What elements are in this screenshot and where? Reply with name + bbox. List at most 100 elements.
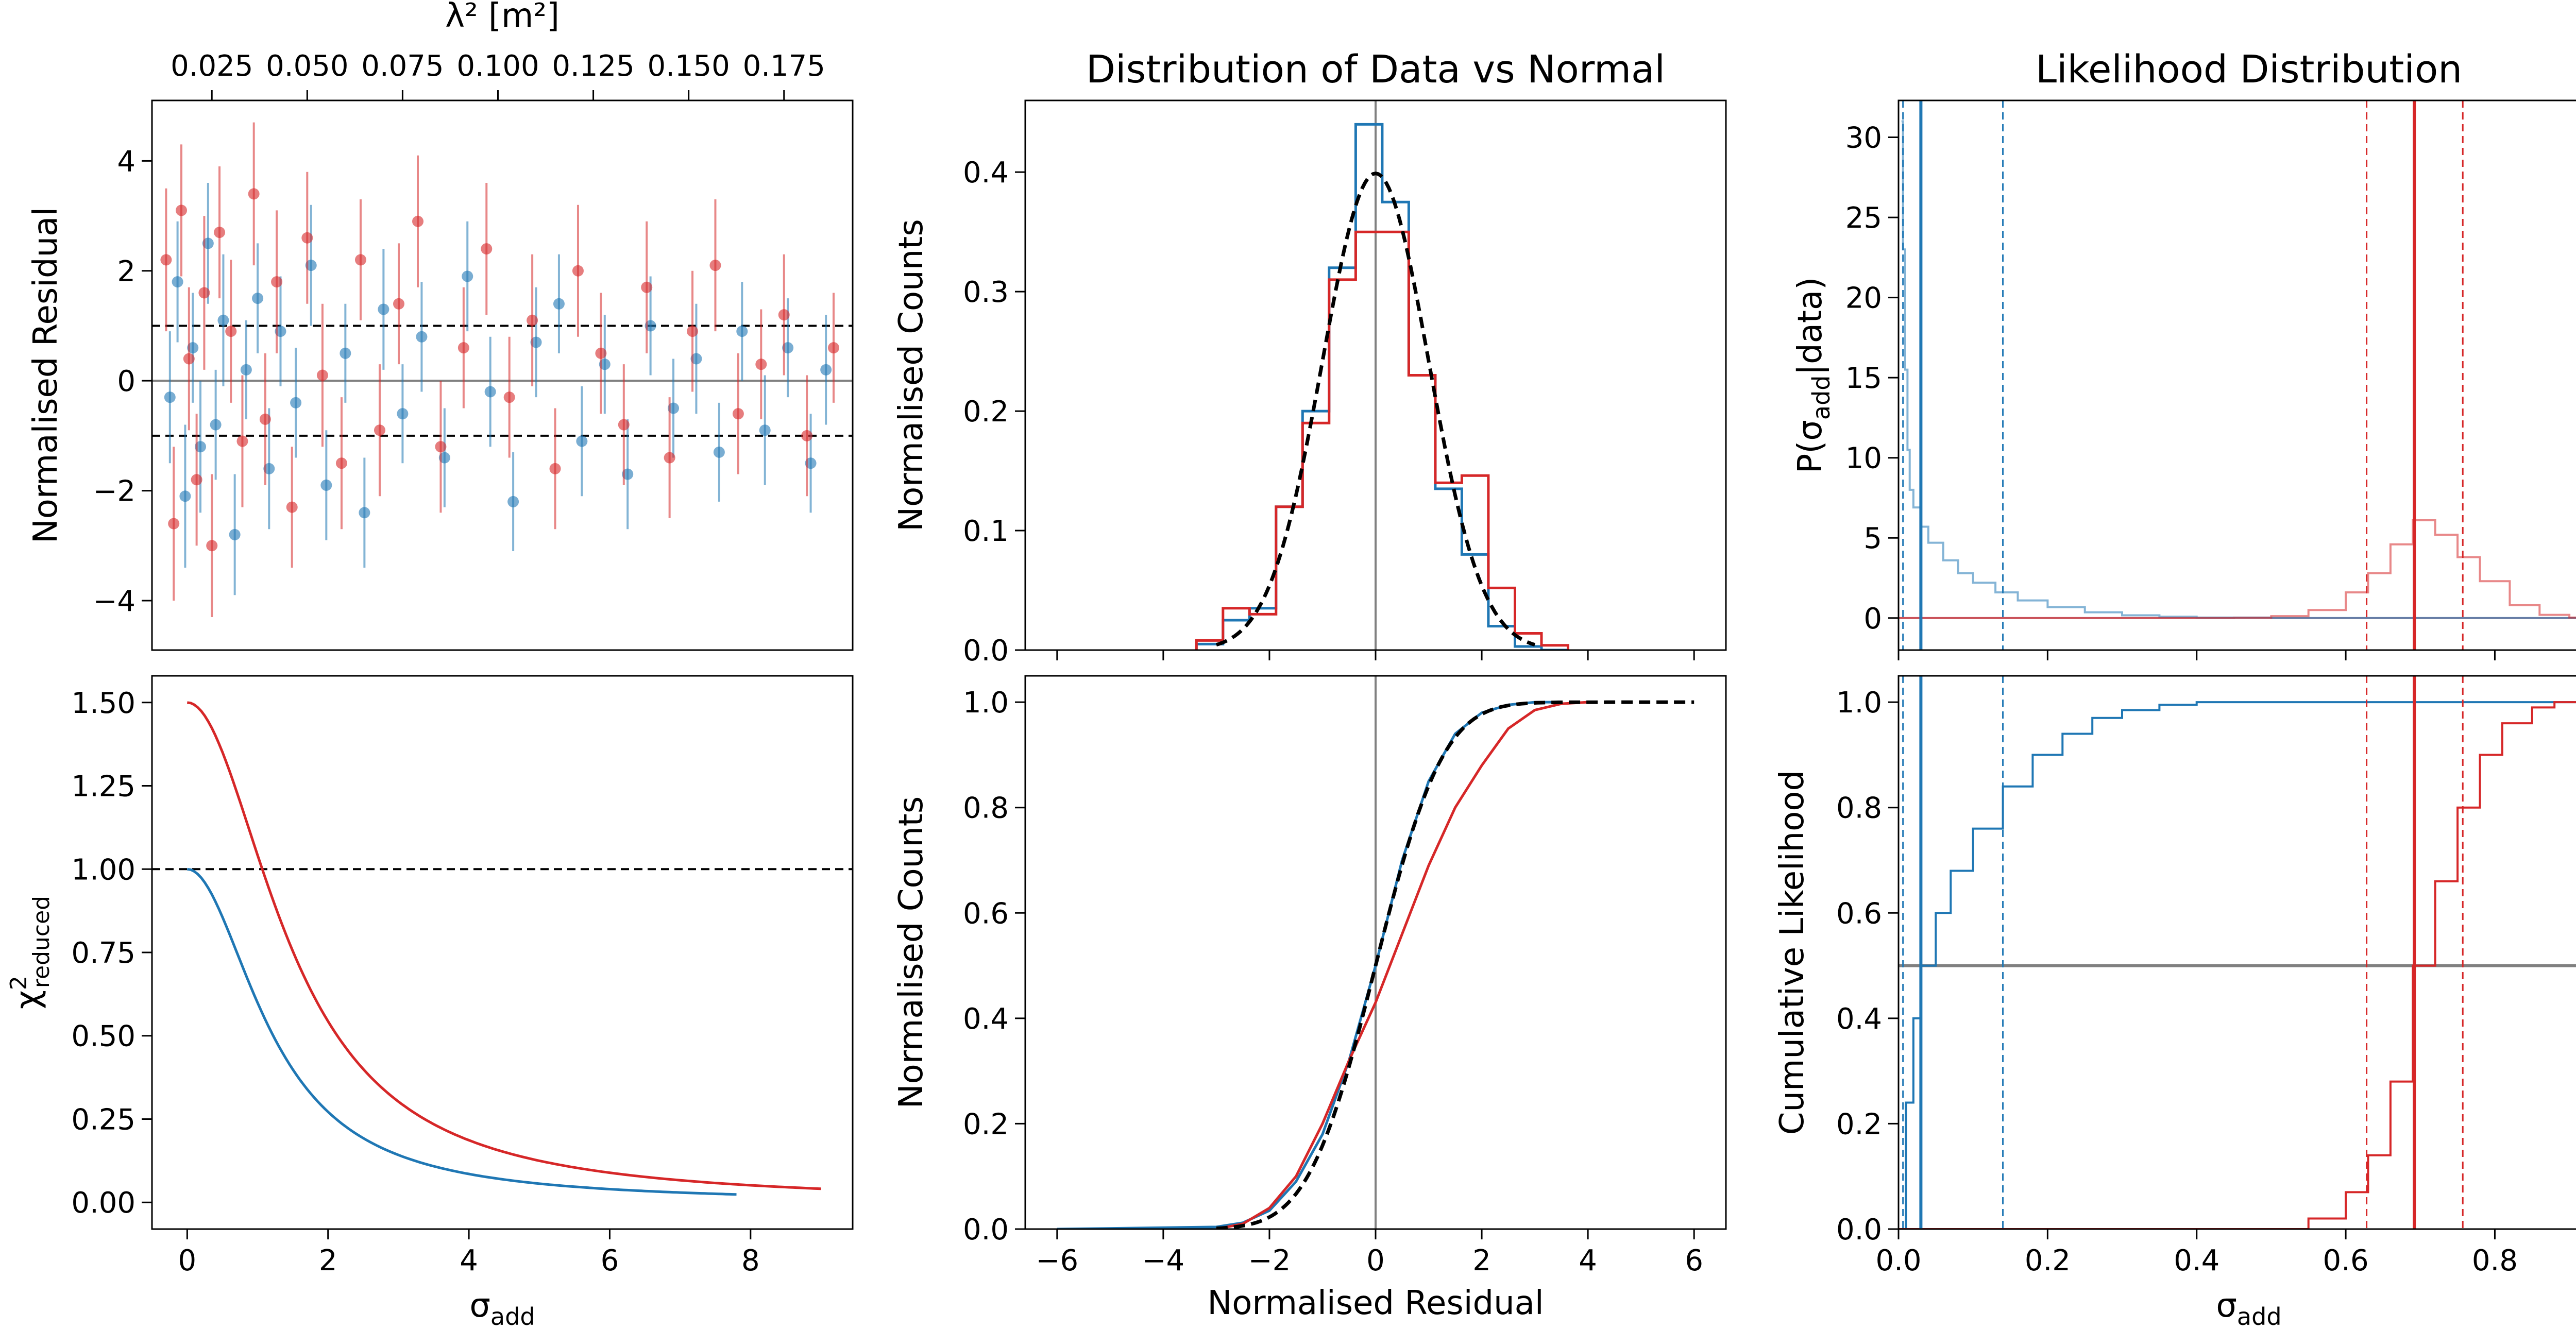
y-tick-label: 10 xyxy=(1845,442,1882,475)
top-x-tick-label: 0.175 xyxy=(743,49,825,83)
y-tick-label: 0.4 xyxy=(963,1002,1009,1036)
y-tick-label: 0 xyxy=(117,365,135,398)
y-tick-label: 2 xyxy=(117,255,135,288)
y-tick-label: −4 xyxy=(93,585,135,618)
blue-residual-point xyxy=(340,347,351,359)
y-tick-label: 0.2 xyxy=(963,1108,1009,1141)
blue-chi2-curve xyxy=(187,867,737,1196)
top-x-tick-label: 0.025 xyxy=(171,49,253,83)
y-tick-label: 1.0 xyxy=(963,686,1009,720)
y-tick-label: 0.4 xyxy=(1836,1002,1882,1036)
red-residual-point xyxy=(641,281,653,293)
y-tick-label: 20 xyxy=(1845,282,1882,315)
x-tick-label: 4 xyxy=(1579,1244,1597,1277)
red-residual-point xyxy=(527,314,538,326)
y-tick-label: 0.8 xyxy=(1836,792,1882,825)
x-tick-label: 0.8 xyxy=(2472,1244,2518,1277)
red-residual-point xyxy=(801,430,813,441)
top-x-axis-label: λ² [m²] xyxy=(445,0,560,35)
blue-residual-point xyxy=(359,507,370,519)
normal-pdf-curve xyxy=(1215,172,1536,647)
red-residual-point xyxy=(214,227,226,238)
y-axis-label: χ2reduced xyxy=(6,896,55,1009)
top-x-tick-label: 0.050 xyxy=(266,49,348,83)
x-axis-label: σadd xyxy=(2216,1287,2281,1329)
red-chi2-curve xyxy=(187,701,821,1190)
x-tick-label: −4 xyxy=(1142,1244,1185,1277)
red-residual-point xyxy=(160,254,172,266)
red-residual-point xyxy=(354,254,366,266)
y-tick-label: 0.25 xyxy=(71,1103,135,1136)
red-residual-point xyxy=(503,391,515,403)
panel-title: Distribution of Data vs Normal xyxy=(1086,47,1665,92)
red-residual-point xyxy=(236,435,248,447)
plot-frame xyxy=(151,99,854,651)
top-x-tick-label: 0.075 xyxy=(361,49,444,83)
blue-residual-point xyxy=(172,276,183,288)
red-residual-point xyxy=(549,463,561,474)
blue-residual-point xyxy=(484,386,496,398)
y-tick-label: 0.75 xyxy=(71,936,135,970)
y-tick-label: 0.50 xyxy=(71,1020,135,1053)
blue-residual-point xyxy=(507,496,519,507)
red-residual-point xyxy=(393,298,404,310)
red-residual-point xyxy=(481,243,493,255)
x-tick-label: 0.6 xyxy=(2323,1244,2369,1277)
y-tick-label: 0.1 xyxy=(963,515,1009,548)
top-x-tick-label: 0.100 xyxy=(456,49,539,83)
panel-title: Likelihood Distribution xyxy=(2036,47,2462,92)
residual-histogram-panel: 0.0 0.1 0.2 0.3 0.4 Distribution of Data vs N… xyxy=(892,47,1727,668)
plot-frame xyxy=(151,675,854,1230)
red-residual-point xyxy=(259,413,271,425)
red-residual-point xyxy=(755,359,767,370)
red-residual-point xyxy=(618,419,630,431)
x-tick-label: 6 xyxy=(601,1244,619,1277)
plot-frame xyxy=(1897,99,2576,651)
y-tick-label: 0.6 xyxy=(1836,897,1882,930)
x-tick-label: 0.2 xyxy=(2025,1244,2071,1277)
normal-cdf-curve xyxy=(1216,700,1694,1229)
x-tick-label: 0 xyxy=(1366,1244,1385,1277)
y-tick-label: 0.0 xyxy=(963,634,1009,668)
cumulative-area xyxy=(1899,676,2576,1229)
chi2-area xyxy=(152,701,853,1196)
y-tick-label: 0.2 xyxy=(1836,1108,1882,1141)
y-tick-label: 0.00 xyxy=(71,1186,135,1220)
blue-histogram xyxy=(1195,123,1568,650)
red-residual-point xyxy=(435,441,447,453)
blue-residual-point xyxy=(290,397,302,408)
x-tick-label: 6 xyxy=(1685,1244,1703,1277)
red-residual-point xyxy=(687,326,699,337)
red-residual-point xyxy=(412,215,424,227)
blue-residual-point xyxy=(736,326,748,337)
red-residual-point xyxy=(225,326,237,337)
x-tick-label: 4 xyxy=(460,1244,478,1277)
red-histogram xyxy=(1195,230,1570,650)
scatter-area xyxy=(152,122,853,617)
red-residual-point xyxy=(206,540,218,552)
y-tick-label: −2 xyxy=(93,475,135,508)
red-residual-point xyxy=(709,260,721,271)
y-tick-label: 0.2 xyxy=(963,395,1009,429)
red-residual-point xyxy=(248,188,260,200)
x-tick-label: −2 xyxy=(1248,1244,1291,1277)
blue-residual-point xyxy=(252,293,264,304)
red-residual-point xyxy=(183,353,195,365)
red-residual-point xyxy=(271,276,283,288)
y-tick-label: 1.00 xyxy=(71,853,135,887)
red-residual-point xyxy=(374,424,385,436)
red-residual-point xyxy=(664,452,675,464)
red-residual-point xyxy=(827,342,839,354)
blue-residual-point xyxy=(378,303,389,315)
x-tick-label: 0 xyxy=(178,1244,197,1277)
blue-likelihood-step xyxy=(1901,120,2576,619)
residual-scatter-panel: −4 −2 0 2 4 0.025 0.050 0.075 0.100 0.125 0.150 0.1… xyxy=(27,0,854,651)
red-residual-point xyxy=(778,309,790,321)
blue-residual-point xyxy=(164,391,176,403)
x-tick-label: 0.0 xyxy=(1875,1244,1921,1277)
red-cumulative-step xyxy=(1899,701,2576,1229)
red-cdf-curve xyxy=(1216,701,1588,1229)
x-tick-label: −6 xyxy=(1036,1244,1079,1277)
blue-residual-point xyxy=(713,446,725,458)
